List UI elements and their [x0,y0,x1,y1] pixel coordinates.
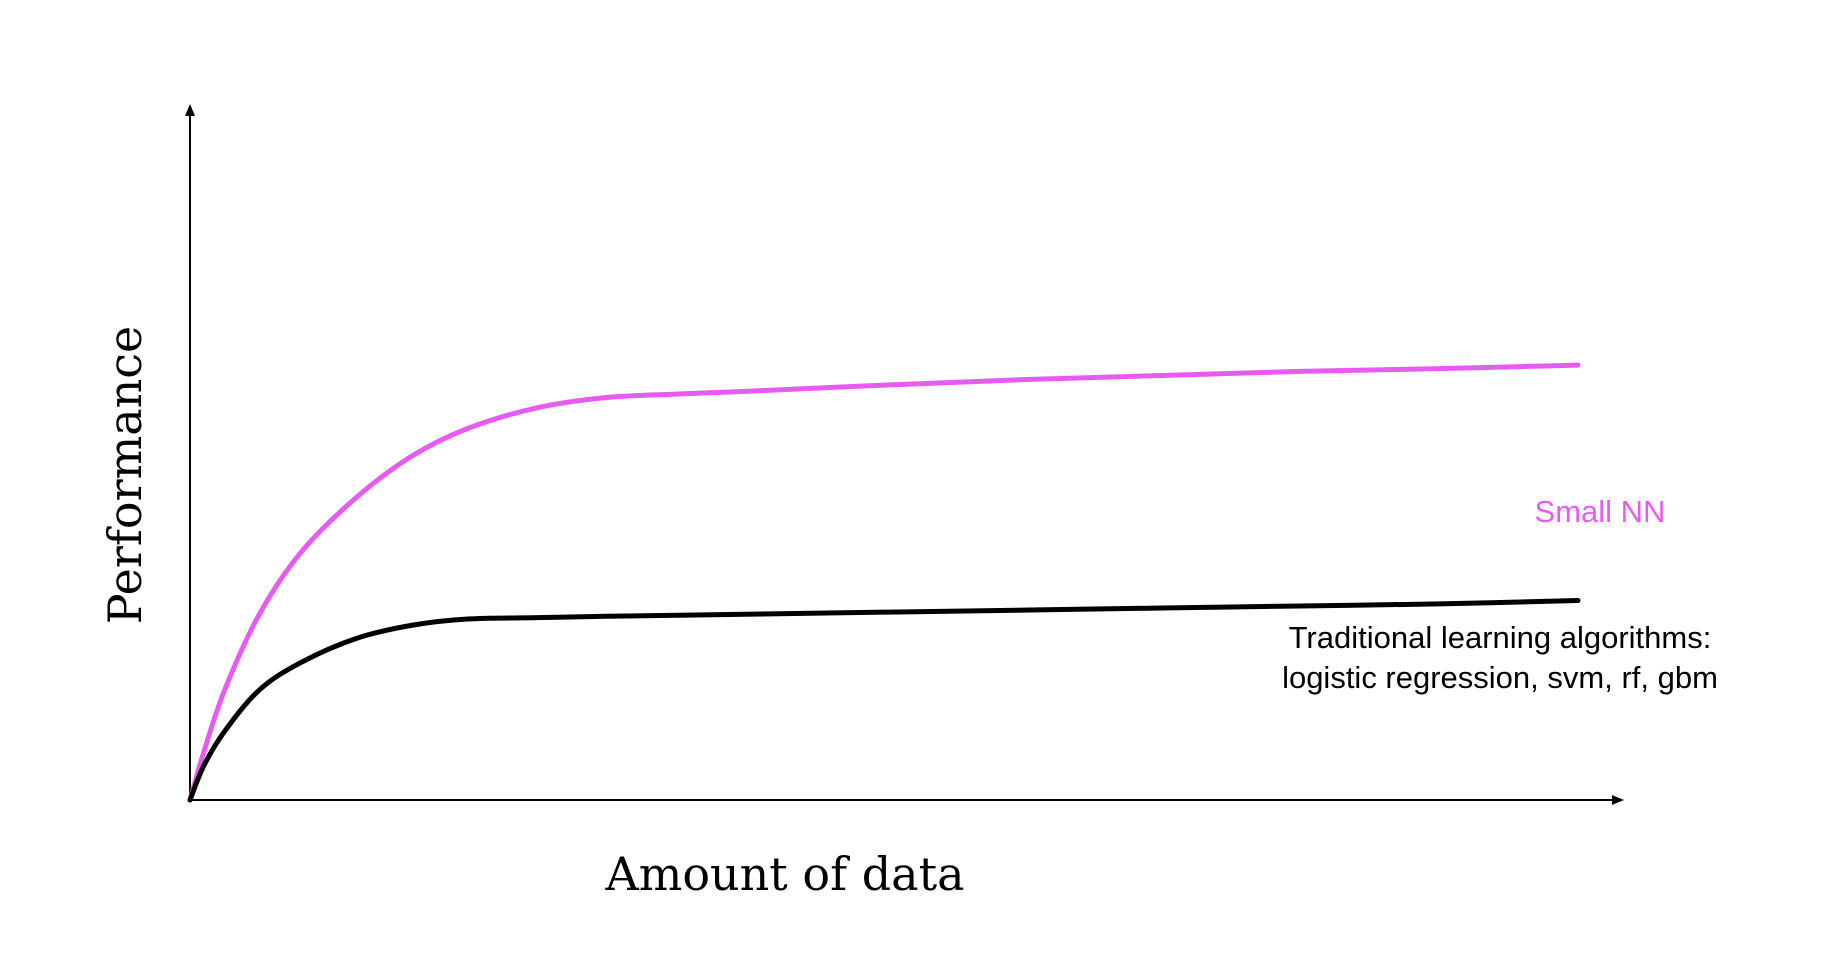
series-line-traditional [187,597,1581,803]
y-axis-label: Performance [98,326,152,624]
series-layer [187,362,1581,803]
series-label-traditional-line-2: logistic regression, svm, rf, gbm [1282,660,1718,695]
x-axis-label: Amount of data [604,847,964,901]
series-line-small-nn [187,362,1581,803]
series-label-traditional-line-1: Traditional learning algorithms: [1289,620,1712,655]
y-axis-arrow-icon [185,104,195,116]
axes [185,104,1624,805]
series-label-small-nn: Small NN [1535,494,1666,529]
x-axis-arrow-icon [1612,795,1624,805]
